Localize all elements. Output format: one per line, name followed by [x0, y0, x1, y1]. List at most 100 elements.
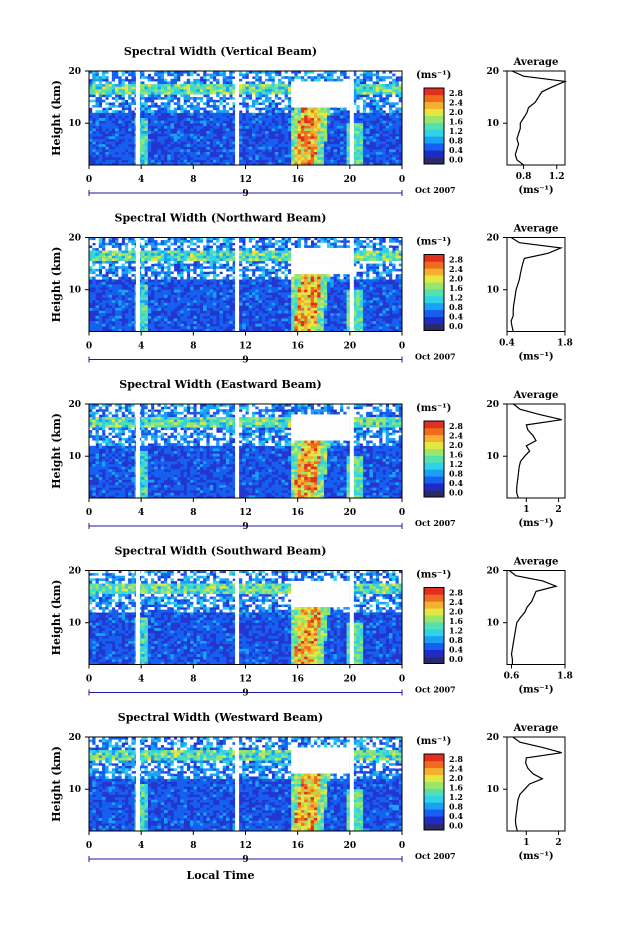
heatmap-cell: [200, 97, 204, 100]
heatmap-cell: [122, 105, 126, 108]
heatmap-cell: [122, 305, 126, 308]
heatmap-cell: [360, 300, 364, 303]
heatmap-cell: [161, 305, 165, 308]
heatmap-cell: [255, 243, 259, 246]
heatmap-cell: [154, 287, 158, 290]
heatmap-cell: [291, 269, 295, 272]
heatmap-cell: [366, 74, 370, 77]
heatmap-cell: [239, 157, 243, 160]
heatmap-cell: [366, 100, 370, 103]
heatmap-cell: [340, 269, 344, 272]
heatmap-cell: [219, 277, 223, 280]
heatmap-cell: [193, 256, 197, 259]
heatmap-cell: [197, 282, 201, 285]
heatmap-cell: [184, 155, 188, 158]
heatmap-cell: [206, 292, 210, 295]
heatmap-cell: [229, 131, 233, 134]
heatmap-cell: [320, 271, 324, 274]
heatmap-cell: [118, 79, 122, 82]
heatmap-cell: [89, 152, 93, 155]
heatmap-cell: [246, 92, 250, 95]
heatmap-cell: [340, 152, 344, 155]
heatmap-cell: [281, 157, 285, 160]
heatmap-cell: [281, 95, 285, 98]
heatmap-cell: [174, 118, 178, 121]
heatmap-cell: [278, 118, 282, 121]
heatmap-cell: [392, 95, 396, 98]
heatmap-cell: [337, 136, 341, 139]
heatmap-cell: [105, 95, 109, 98]
heatmap-cell: [216, 142, 220, 145]
heatmap-cell: [229, 74, 233, 77]
heatmap-cell: [363, 97, 367, 100]
heatmap-cell: [298, 97, 302, 100]
heatmap-cell: [213, 139, 217, 142]
heatmap-cell: [255, 264, 259, 267]
heatmap-cell: [252, 100, 256, 103]
heatmap-cell: [301, 108, 305, 111]
heatmap-cell: [301, 311, 305, 314]
heatmap-cell: [262, 87, 266, 90]
heatmap-cell: [154, 292, 158, 295]
heatmap-cell: [285, 277, 289, 280]
heatmap-cell: [311, 149, 315, 152]
heatmap-cell: [259, 300, 263, 303]
heatmap-cell: [281, 81, 285, 84]
heatmap-cell: [122, 113, 126, 116]
heatmap-cell: [213, 308, 217, 311]
heatmap-cell: [115, 89, 119, 92]
heatmap-cell: [324, 271, 328, 274]
heatmap-cell: [187, 271, 191, 274]
heatmap-cell: [118, 251, 122, 254]
heatmap-cell: [278, 287, 282, 290]
heatmap-cell: [320, 303, 324, 306]
heatmap-cell: [285, 251, 289, 254]
heatmap-cell: [379, 277, 383, 280]
heatmap-cell: [272, 97, 276, 100]
heatmap-cell: [255, 147, 259, 150]
heatmap-cell: [125, 248, 129, 251]
heatmap-cell: [109, 269, 113, 272]
heatmap-cell: [366, 81, 370, 84]
heatmap-cell: [376, 142, 380, 145]
heatmap-cell: [161, 269, 165, 272]
heatmap-cell: [330, 157, 334, 160]
heatmap-cell: [99, 134, 103, 137]
heatmap-cell: [249, 79, 253, 82]
heatmap-cell: [307, 298, 311, 301]
heatmap-cell: [96, 144, 100, 147]
heatmap-cell: [109, 152, 113, 155]
heatmap-cell: [151, 271, 155, 274]
heatmap-cell: [298, 136, 302, 139]
heatmap-cell: [386, 79, 390, 82]
heatmap-cell: [304, 300, 308, 303]
heatmap-cell: [180, 258, 184, 261]
heatmap-cell: [392, 256, 396, 259]
heatmap-cell: [311, 144, 315, 147]
heatmap-cell: [144, 298, 148, 301]
heatmap-cell: [291, 136, 295, 139]
heatmap-cell: [96, 126, 100, 129]
heatmap-cell: [109, 243, 113, 246]
heatmap-cell: [141, 87, 145, 90]
heatmap-cell: [304, 303, 308, 306]
heatmap-cell: [229, 89, 233, 92]
heatmap-cell: [164, 264, 168, 267]
heatmap-cell: [144, 149, 148, 152]
heatmap-cell: [278, 74, 282, 77]
heatmap-cell: [193, 245, 197, 248]
heatmap-cell: [210, 295, 214, 298]
heatmap-cell: [259, 118, 263, 121]
heatmap-cell: [330, 92, 334, 95]
heatmap-cell: [294, 285, 298, 288]
heatmap-cell: [229, 271, 233, 274]
heatmap-cell: [105, 84, 109, 87]
heatmap-cell: [226, 92, 230, 95]
heatmap-cell: [246, 243, 250, 246]
heatmap-cell: [216, 121, 220, 124]
heatmap-cell: [382, 274, 386, 277]
heatmap-cell: [226, 279, 230, 282]
heatmap-cell: [171, 266, 175, 269]
heatmap-cell: [239, 113, 243, 116]
heatmap-cell: [157, 282, 161, 285]
